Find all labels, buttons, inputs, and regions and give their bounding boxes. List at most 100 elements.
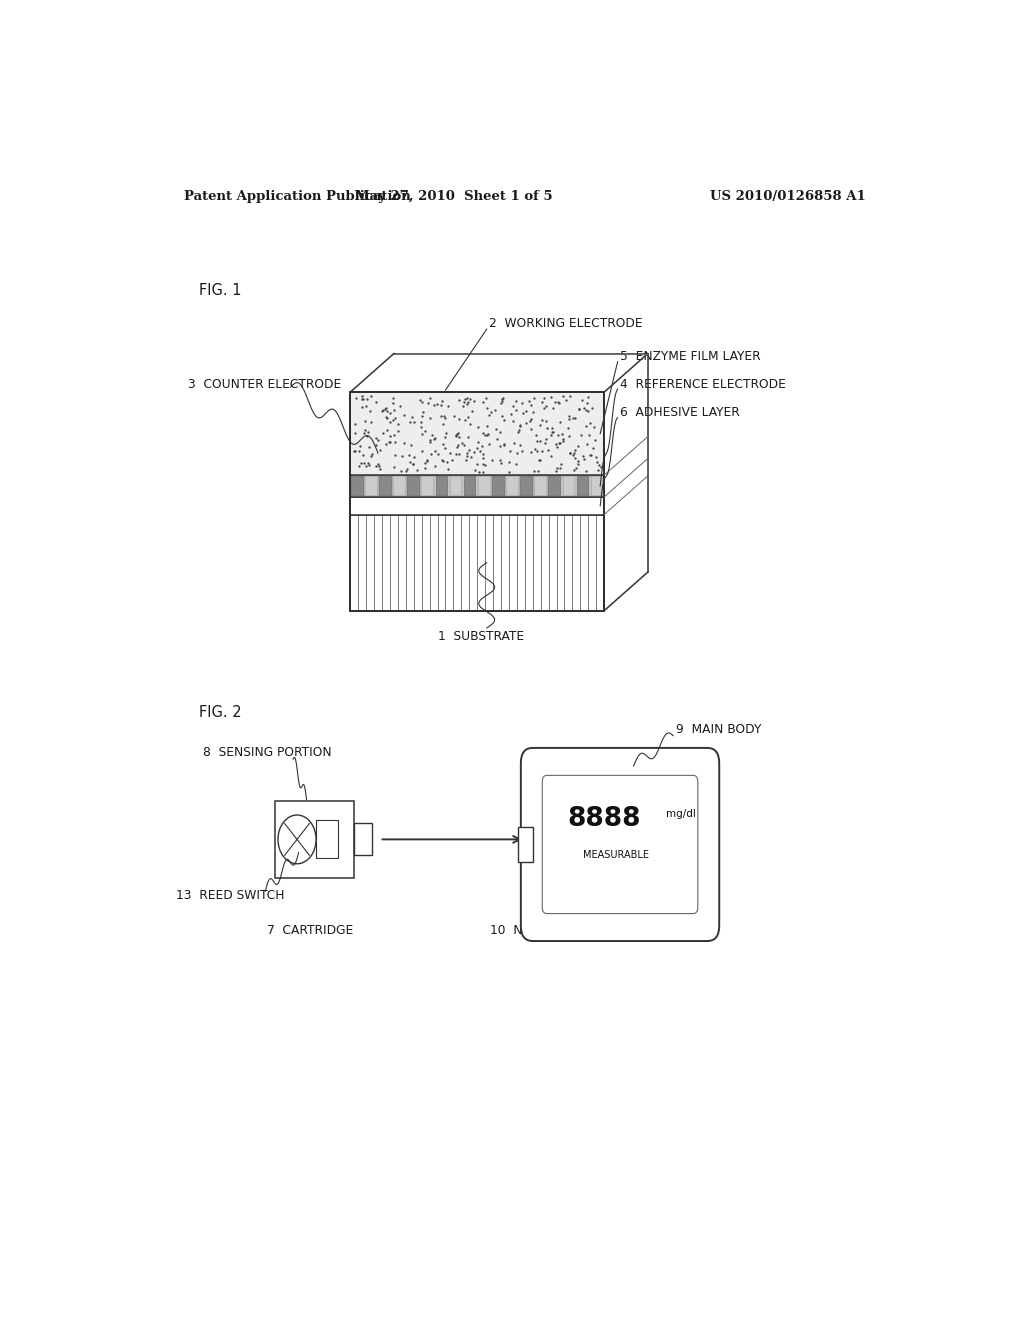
Point — [578, 400, 594, 421]
Point — [584, 445, 600, 466]
Point — [537, 433, 553, 454]
Point — [497, 433, 513, 454]
Point — [527, 425, 544, 446]
Point — [351, 441, 368, 462]
Point — [390, 413, 407, 434]
Point — [550, 425, 566, 446]
Point — [478, 425, 495, 446]
Point — [475, 444, 492, 465]
Point — [355, 444, 372, 465]
Text: 7  CARTRIDGE: 7 CARTRIDGE — [267, 924, 353, 937]
Text: 8888: 8888 — [567, 807, 641, 832]
Point — [378, 397, 394, 418]
Point — [538, 428, 554, 449]
Point — [528, 430, 545, 451]
Point — [459, 387, 475, 408]
Point — [593, 457, 609, 478]
Bar — [350, 475, 604, 498]
Point — [463, 446, 479, 467]
Point — [484, 450, 501, 471]
Point — [567, 440, 584, 461]
Point — [575, 397, 592, 418]
Point — [521, 411, 538, 432]
Point — [566, 408, 583, 429]
Point — [403, 407, 420, 428]
Point — [437, 408, 454, 429]
Point — [449, 424, 465, 445]
Point — [489, 428, 506, 449]
Point — [419, 450, 435, 471]
Point — [531, 449, 548, 470]
Point — [414, 440, 430, 461]
Bar — [393, 477, 406, 496]
Point — [560, 417, 577, 438]
Point — [385, 392, 401, 413]
Text: 6  ADHESIVE LAYER: 6 ADHESIVE LAYER — [620, 407, 739, 418]
Point — [412, 389, 428, 411]
Point — [544, 421, 560, 442]
Bar — [350, 498, 604, 515]
Point — [406, 454, 422, 475]
Point — [526, 461, 543, 482]
Point — [360, 437, 377, 458]
Point — [372, 458, 388, 479]
Point — [351, 455, 368, 477]
Point — [456, 392, 472, 413]
Bar — [316, 820, 338, 858]
Point — [579, 392, 595, 413]
Point — [392, 395, 409, 416]
Point — [421, 408, 437, 429]
Point — [531, 450, 548, 471]
Point — [494, 405, 510, 426]
Point — [502, 441, 518, 462]
Text: 2  WORKING ELECTRODE: 2 WORKING ELECTRODE — [489, 317, 643, 330]
Point — [359, 388, 376, 409]
Bar — [562, 477, 575, 496]
Text: 4  REFERENCE ELECTRODE: 4 REFERENCE ELECTRODE — [620, 378, 785, 391]
Point — [549, 458, 565, 479]
Point — [523, 408, 540, 429]
Point — [469, 417, 485, 438]
Point — [467, 459, 483, 480]
Point — [492, 436, 508, 457]
Point — [410, 459, 426, 480]
Point — [459, 446, 475, 467]
Bar — [379, 477, 392, 496]
Point — [466, 391, 482, 412]
Point — [512, 414, 528, 436]
Point — [346, 413, 362, 434]
Point — [460, 392, 476, 413]
Point — [492, 449, 508, 470]
Point — [427, 455, 443, 477]
Point — [543, 424, 559, 445]
Point — [535, 409, 551, 430]
Point — [572, 424, 589, 445]
Point — [358, 396, 375, 417]
Bar — [549, 477, 561, 496]
Point — [580, 387, 596, 408]
Point — [460, 426, 476, 447]
Bar — [354, 824, 372, 855]
Bar — [464, 477, 476, 496]
Point — [365, 444, 381, 465]
Point — [422, 432, 438, 453]
Point — [493, 421, 509, 442]
Point — [436, 405, 453, 426]
Point — [447, 444, 464, 465]
Point — [562, 442, 579, 463]
Point — [566, 442, 583, 463]
Point — [387, 445, 403, 466]
Point — [548, 461, 564, 482]
Point — [508, 391, 524, 412]
Point — [378, 407, 394, 428]
Bar — [518, 826, 532, 862]
Point — [508, 453, 524, 474]
Text: May 27, 2010  Sheet 1 of 5: May 27, 2010 Sheet 1 of 5 — [354, 190, 552, 202]
Point — [589, 451, 605, 473]
Point — [472, 441, 488, 462]
Point — [382, 411, 398, 432]
Point — [477, 454, 494, 475]
Point — [562, 442, 579, 463]
Bar — [351, 477, 364, 496]
Text: 9  MAIN BODY: 9 MAIN BODY — [676, 723, 761, 737]
